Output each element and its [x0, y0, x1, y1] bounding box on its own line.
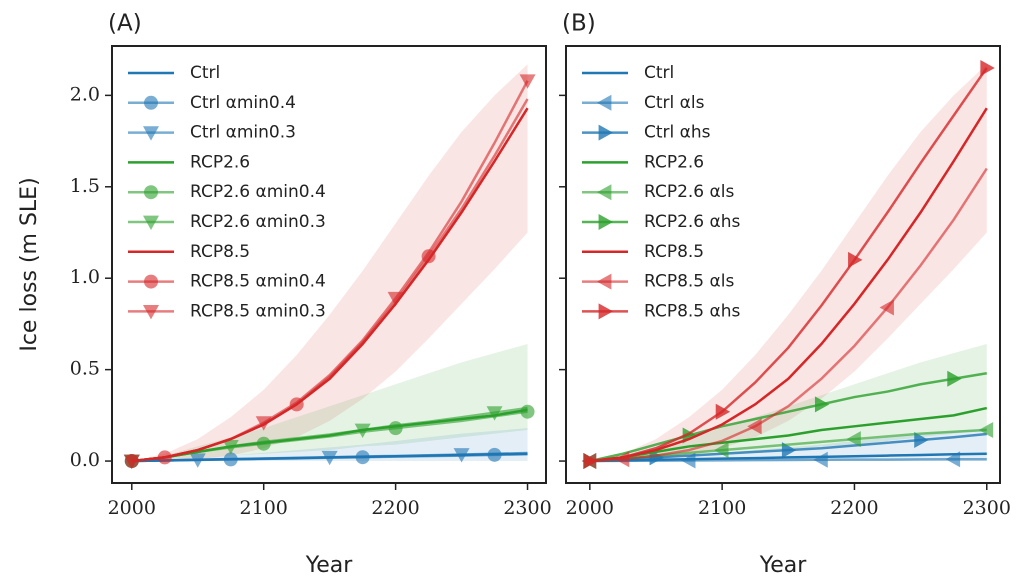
marker [980, 59, 995, 76]
y-tick-label: 1.5 [70, 175, 100, 197]
marker [123, 454, 140, 470]
y-tick-label: 0.0 [70, 449, 100, 471]
legend-label: RCP8.5 αmin0.4 [190, 272, 326, 292]
series-line [131, 406, 528, 463]
band [589, 64, 987, 462]
marker [814, 396, 830, 413]
marker [914, 432, 929, 449]
x-tick-label: 2300 [503, 497, 551, 519]
legend-label: RCP2.6 [190, 152, 250, 172]
marker [388, 421, 403, 436]
marker [144, 95, 158, 110]
series-line [589, 67, 988, 463]
axes-frame [565, 45, 1001, 484]
panel: 2000 2100 2200 2300 0.0 0.5 1.0 1.5 2.0 (A) Year Ic… [17, 11, 552, 579]
axes-frame [111, 45, 547, 484]
series-line [589, 167, 988, 463]
band [131, 64, 528, 462]
marker [597, 273, 612, 290]
legend-label: RCP8.5 [644, 242, 704, 262]
legend-label: Ctrl αmin0.4 [190, 93, 296, 113]
y-tick-label: 1.0 [70, 266, 100, 288]
marker [256, 436, 271, 451]
marker [947, 370, 962, 387]
legend: Ctrl Ctrl αmin0.4 Ctrl αmin0.3 RCP2.6 RCP2.6… [128, 63, 326, 321]
panel: 2000 2100 2200 2300 (B) Year Ctrl Ctrl αls Ctrl … [559, 11, 1011, 578]
band [131, 428, 528, 462]
marker [597, 94, 612, 111]
legend-label: Ctrl [644, 63, 674, 83]
band [589, 428, 987, 462]
marker [144, 274, 158, 289]
marker [747, 418, 762, 435]
legend-label: RCP2.6 αmin0.4 [190, 182, 326, 202]
legend-label: RCP8.5 αls [644, 272, 734, 292]
legend-label: RCP8.5 αmin0.3 [190, 301, 326, 321]
marker [143, 215, 159, 230]
legend-label: Ctrl αls [644, 93, 705, 113]
marker [598, 303, 613, 320]
marker [486, 406, 503, 421]
marker [598, 124, 613, 141]
legend-label: RCP2.6 [644, 152, 704, 172]
marker [583, 453, 598, 470]
marker [453, 448, 470, 463]
x-tick-label: 2100 [240, 497, 288, 519]
marker [144, 185, 158, 200]
series-line [589, 372, 987, 463]
band [131, 344, 528, 462]
x-tick-label: 2300 [963, 497, 1011, 519]
marker [614, 451, 630, 468]
marker [879, 299, 894, 316]
marker [715, 403, 731, 420]
marker [421, 249, 436, 264]
legend-label: RCP2.6 αls [644, 182, 734, 202]
marker [222, 440, 239, 455]
marker [189, 453, 206, 468]
series-line [589, 406, 988, 463]
x-tick-label: 2000 [108, 497, 156, 519]
legend-label: Ctrl αmin0.3 [190, 123, 296, 143]
marker [598, 214, 613, 230]
x-tick-label: 2100 [698, 497, 746, 519]
series-line [131, 80, 529, 463]
legend-label: Ctrl αhs [644, 123, 711, 143]
x-tick-label: 2200 [371, 497, 419, 519]
marker [597, 184, 612, 201]
legend: Ctrl Ctrl αls Ctrl αhs RCP2.6 RCP2.6 αls RCP2… [582, 63, 741, 321]
marker [387, 291, 404, 307]
marker [354, 423, 371, 438]
marker [143, 126, 159, 141]
marker [143, 305, 159, 320]
marker [846, 431, 861, 448]
legend-label: RCP8.5 [190, 242, 250, 262]
legend-label: Ctrl [190, 63, 220, 83]
legend-label: RCP2.6 αmin0.3 [190, 212, 326, 232]
panel-title: (A) [108, 11, 142, 37]
band [589, 344, 987, 462]
y-tick-label: 0.5 [70, 358, 100, 380]
series-line [589, 107, 988, 463]
marker [848, 251, 863, 268]
marker [520, 404, 535, 419]
x-tick-label: 2000 [566, 497, 614, 519]
x-axis-label: Year [759, 553, 808, 578]
marker [321, 450, 338, 466]
panel-title: (B) [562, 11, 596, 37]
x-tick-label: 2200 [830, 497, 878, 519]
marker [945, 451, 961, 468]
y-axis-label: Ice loss (m SLE) [17, 177, 42, 351]
marker [255, 416, 272, 431]
marker [978, 421, 994, 438]
marker [519, 74, 536, 89]
marker [813, 451, 828, 468]
legend-label: RCP2.6 αhs [644, 212, 741, 232]
x-axis-label: Year [305, 553, 354, 578]
marker [714, 442, 729, 459]
legend-label: RCP8.5 αhs [644, 301, 741, 321]
y-tick-label: 2.0 [70, 83, 100, 105]
